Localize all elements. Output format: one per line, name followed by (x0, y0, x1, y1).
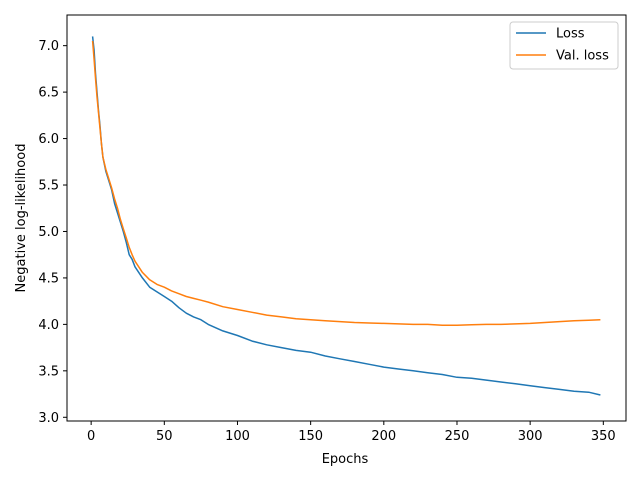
y-tick-label: 3.5 (38, 364, 59, 379)
y-tick-label: 4.0 (38, 318, 59, 333)
x-tick-label: 100 (225, 429, 250, 444)
y-tick-label: 7.0 (38, 39, 59, 54)
x-axis: 0 50 100 150 200 250 300 350 (87, 421, 616, 444)
y-tick-label: 6.0 (38, 132, 59, 147)
x-tick-label: 0 (87, 429, 95, 444)
y-axis: 3.0 3.5 4.0 4.5 5.0 5.5 6.0 6.5 7.0 (38, 39, 67, 426)
y-tick-label: 3.0 (38, 411, 59, 426)
x-tick-label: 150 (298, 429, 323, 444)
plot-frame (66, 14, 627, 422)
x-axis-title: Epochs (322, 452, 369, 467)
x-tick-label: 300 (518, 429, 543, 444)
plot-area (66, 14, 627, 422)
legend-label-1: Loss (556, 27, 585, 42)
legend-label-2: Val. loss (556, 49, 609, 64)
y-tick-label: 5.5 (38, 179, 59, 194)
x-tick-label: 250 (445, 429, 470, 444)
y-axis-title: Negative log-likelihood (14, 144, 29, 293)
x-tick-label: 200 (371, 429, 396, 444)
legend: Loss Val. loss (509, 21, 619, 70)
x-tick-label: 50 (156, 429, 173, 444)
series-line-2 (91, 40, 601, 327)
y-tick-label: 5.0 (38, 225, 59, 240)
x-tick-label: 350 (591, 429, 616, 444)
y-tick-label: 6.5 (38, 86, 59, 101)
series-line-1 (91, 36, 601, 396)
y-tick-label: 4.5 (38, 271, 59, 286)
